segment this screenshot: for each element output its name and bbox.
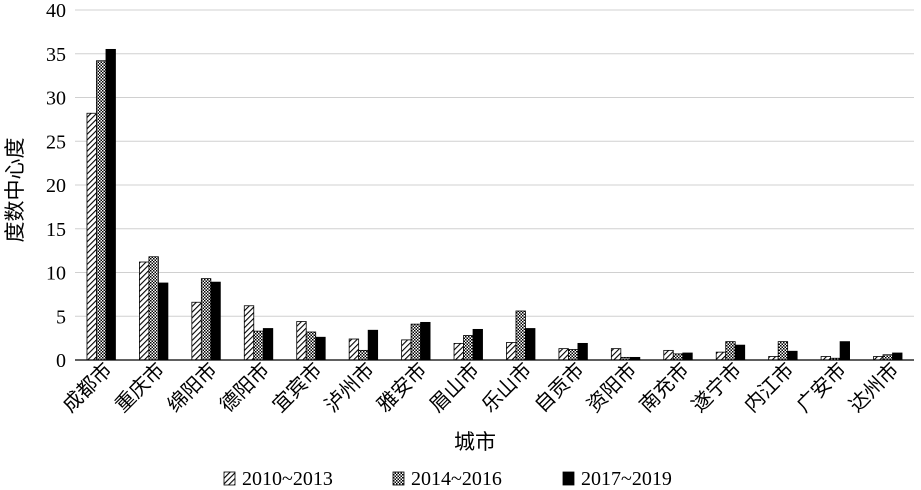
bar (262, 328, 274, 361)
x-tick-label: 自贡市 (530, 358, 589, 417)
x-tick-label: 雅安市 (373, 358, 432, 417)
bar (253, 330, 264, 361)
y-tick-label: 5 (56, 306, 66, 328)
bar (243, 305, 255, 361)
bar (610, 348, 622, 361)
y-tick-label: 25 (46, 131, 66, 153)
legend-label: 2017~2019 (581, 468, 672, 490)
bar (725, 341, 736, 361)
bar (148, 256, 159, 361)
bar (453, 342, 464, 361)
bar (715, 351, 727, 361)
bar (86, 112, 97, 361)
x-tick-label: 绵阳市 (163, 358, 222, 417)
legend-swatch (223, 471, 236, 486)
bar (734, 344, 746, 361)
bar (358, 349, 369, 361)
x-tick-label: 宜宾市 (268, 358, 327, 417)
bar (191, 301, 202, 361)
x-tick-label: 南充市 (635, 358, 694, 417)
bar (96, 60, 107, 361)
bar (463, 335, 474, 361)
bars (86, 48, 903, 361)
x-tick-label: 德阳市 (215, 358, 274, 417)
x-tick-label: 内江市 (740, 358, 799, 417)
bar (348, 338, 360, 361)
bar (577, 342, 588, 361)
bar (568, 349, 579, 361)
y-tick-label: 30 (46, 88, 66, 110)
bar (839, 341, 850, 361)
x-tick-label: 成都市 (58, 358, 117, 417)
y-tick-label: 20 (46, 175, 66, 197)
y-tick-label: 10 (46, 263, 66, 285)
y-tick-label: 40 (46, 0, 66, 22)
x-tick-label: 泸州市 (320, 358, 379, 417)
x-tick-label: 广安市 (792, 358, 851, 417)
bar (410, 323, 421, 361)
x-axis-title: 城市 (454, 430, 496, 454)
bar (892, 352, 903, 361)
x-tick-label: 乐山市 (478, 358, 537, 417)
bar (558, 348, 569, 361)
legend-swatch (562, 471, 575, 486)
bar (777, 341, 789, 361)
bar (315, 336, 326, 361)
bar (105, 48, 116, 361)
legend-label: 2010~2013 (242, 468, 333, 490)
gridlines (75, 9, 914, 317)
bar (682, 352, 693, 361)
bar (472, 328, 483, 361)
bar (663, 349, 674, 361)
bar (401, 339, 412, 361)
legend-swatch (392, 471, 405, 486)
x-tick-label: 资阳市 (582, 358, 641, 417)
bar (200, 278, 212, 361)
legend-label: 2014~2016 (411, 468, 502, 490)
bar (506, 342, 517, 361)
bar (210, 281, 221, 361)
y-tick-label: 15 (46, 219, 66, 241)
x-tick-label: 眉山市 (425, 358, 484, 417)
y-axis-title: 度数中心度 (3, 138, 27, 243)
bar (420, 321, 431, 361)
bar (515, 310, 526, 361)
bar (787, 350, 798, 361)
x-tick-label: 达州市 (845, 358, 904, 417)
bar (158, 282, 169, 361)
y-tick-labels: 0 5 10 15 20 25 30 35 40 (46, 0, 66, 372)
legend: 2010~2013 2014~2016 2017~2019 (223, 468, 672, 490)
y-tick-label: 0 (56, 350, 66, 372)
x-tick-label: 重庆市 (111, 358, 170, 417)
x-tick-labels: 成都市重庆市绵阳市德阳市宜宾市泸州市雅安市眉山市乐山市自贡市资阳市南充市遂宁市内… (58, 358, 903, 417)
bar (367, 329, 379, 361)
y-tick-label: 35 (46, 44, 66, 66)
bar (139, 261, 150, 361)
bar (305, 331, 317, 361)
x-tick-label: 遂宁市 (687, 358, 746, 417)
bar (296, 321, 307, 361)
bar (525, 328, 536, 361)
